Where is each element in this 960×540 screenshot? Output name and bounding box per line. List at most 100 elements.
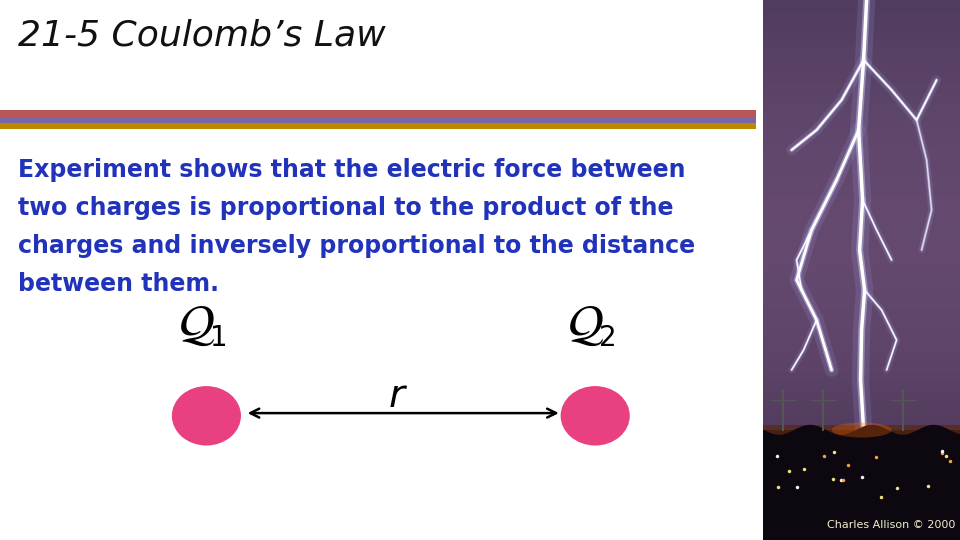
Bar (763, 99, 960, 100)
Bar (763, 160, 960, 161)
Bar (763, 183, 960, 184)
Bar (763, 390, 960, 391)
Bar (763, 267, 960, 268)
Bar (763, 530, 960, 531)
Bar (763, 23, 960, 24)
Bar (763, 88, 960, 89)
Bar (763, 436, 960, 437)
Bar (763, 448, 960, 449)
Bar (763, 366, 960, 367)
Bar (763, 216, 960, 217)
Bar (763, 359, 960, 360)
Bar (763, 510, 960, 511)
Bar (763, 319, 960, 320)
Bar (763, 229, 960, 230)
Bar (763, 203, 960, 204)
Bar (763, 404, 960, 405)
Bar (763, 126, 960, 127)
Bar (763, 150, 960, 151)
Bar (763, 425, 960, 445)
Bar (763, 86, 960, 87)
Bar (763, 93, 960, 94)
Bar (763, 486, 960, 487)
Bar (763, 419, 960, 420)
Bar (763, 285, 960, 286)
Bar (763, 221, 960, 222)
Bar (763, 83, 960, 84)
Bar (763, 445, 960, 446)
Bar (763, 211, 960, 212)
Bar (763, 135, 960, 136)
Bar (763, 479, 960, 480)
Bar (763, 106, 960, 107)
Bar (763, 231, 960, 232)
Bar (763, 509, 960, 510)
Bar (763, 406, 960, 407)
Bar (763, 442, 960, 443)
Bar (763, 368, 960, 369)
Bar (763, 286, 960, 287)
Bar (763, 117, 960, 118)
Bar (763, 514, 960, 515)
Bar (763, 79, 960, 80)
Bar (763, 245, 960, 246)
Bar (763, 62, 960, 63)
Bar (763, 37, 960, 38)
Bar (763, 525, 960, 526)
Bar (763, 455, 960, 456)
Bar (763, 312, 960, 313)
Bar (763, 375, 960, 376)
Bar (763, 87, 960, 88)
Bar (763, 301, 960, 302)
Bar (763, 490, 960, 491)
Bar (763, 176, 960, 177)
Bar (763, 31, 960, 32)
Bar (763, 156, 960, 157)
Bar (763, 321, 960, 322)
Bar (763, 461, 960, 462)
Bar (763, 51, 960, 52)
Bar (763, 161, 960, 162)
Text: charges and inversely proportional to the distance: charges and inversely proportional to th… (18, 234, 695, 258)
Bar (763, 223, 960, 224)
Bar (763, 175, 960, 176)
Bar (763, 192, 960, 193)
Bar (763, 289, 960, 290)
Bar (763, 387, 960, 388)
Bar (763, 49, 960, 50)
Bar (763, 393, 960, 394)
Bar (763, 453, 960, 454)
Bar (763, 123, 960, 124)
Bar (763, 138, 960, 139)
Bar (763, 427, 960, 428)
Bar (763, 80, 960, 81)
Bar (763, 472, 960, 473)
Bar (763, 280, 960, 281)
Bar (763, 179, 960, 180)
Bar (763, 89, 960, 90)
Bar (763, 131, 960, 132)
Bar (763, 196, 960, 197)
Bar (763, 365, 960, 366)
Bar (763, 469, 960, 470)
Bar (763, 411, 960, 412)
Bar (763, 101, 960, 102)
Bar (763, 470, 960, 471)
Bar (763, 119, 960, 120)
Bar (763, 166, 960, 167)
Bar (763, 521, 960, 522)
Bar (763, 273, 960, 274)
Bar (763, 381, 960, 382)
Bar (763, 108, 960, 109)
Bar (763, 346, 960, 347)
Bar (763, 527, 960, 528)
Bar (763, 94, 960, 95)
Bar (763, 2, 960, 3)
Bar (763, 538, 960, 539)
Bar (763, 81, 960, 82)
Bar (763, 298, 960, 299)
Bar (763, 423, 960, 424)
Bar (763, 17, 960, 18)
Bar (763, 374, 960, 375)
Bar (763, 308, 960, 309)
